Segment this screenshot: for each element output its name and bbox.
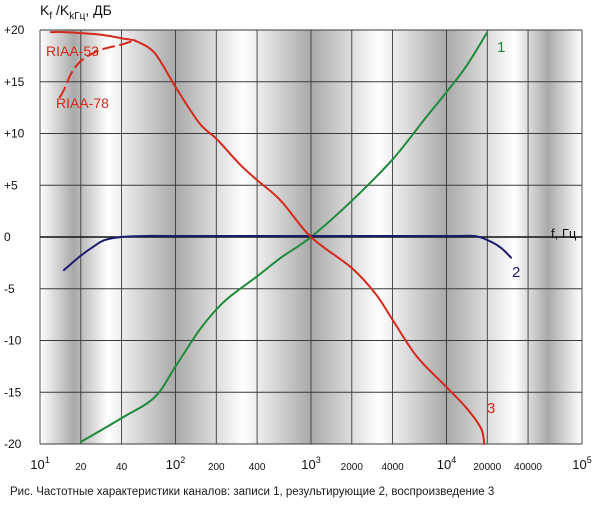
- x-tick-label: 20000: [473, 462, 501, 473]
- x-tick-label: 105: [572, 455, 591, 472]
- x-tick-label: 400: [249, 462, 266, 473]
- x-tick-labels: 101 20 40 102 200 400 103 2000 4000 104 20000 40000…: [30, 455, 591, 473]
- series-line-riaa-78: [58, 39, 136, 99]
- y-tick-label: 0: [4, 230, 11, 244]
- y-tick-label: -5: [4, 282, 15, 296]
- y-tick-label: -15: [4, 385, 22, 399]
- data-series: [49, 31, 513, 445]
- y-tick-label: +20: [4, 23, 25, 37]
- curve-label-riaa-53: RIAA-53: [46, 43, 99, 59]
- y-axis-title: Kf /KkГц, ДБ: [40, 2, 112, 22]
- axis-titles: Kf /KkГц, ДБ f, Гц: [40, 2, 577, 241]
- x-tick-label: 4000: [381, 462, 404, 473]
- x-axis-title: f, Гц: [551, 226, 577, 241]
- curve-label-1: 1: [497, 39, 505, 56]
- x-tick-label: 104: [437, 455, 456, 472]
- y-tick-label: +10: [4, 127, 25, 141]
- series-line-2: [62, 234, 513, 272]
- curve-labels: 1 2 3 RIAA-53 RIAA-78: [46, 39, 520, 417]
- series-line-1: [79, 31, 489, 443]
- x-tick-label: 2000: [341, 462, 364, 473]
- x-tick-label: 20: [75, 462, 87, 473]
- y-tick-label: +15: [4, 75, 25, 89]
- figure-caption: Рис. Частотные характеристики каналов: з…: [10, 486, 495, 498]
- series-line-3: [133, 39, 486, 445]
- y-tick-label: +5: [4, 178, 18, 192]
- y-tick-labels: +20 +15 +10 +5 0 -5 -10 -15 -20: [4, 23, 25, 451]
- y-tick-label: -20: [4, 437, 22, 451]
- x-tick-label: 40000: [514, 462, 542, 473]
- y-tick-label: -10: [4, 334, 22, 348]
- curve-label-2: 2: [512, 264, 520, 281]
- curve-label-riaa-78: RIAA-78: [56, 95, 109, 111]
- x-tick-label: 40: [116, 462, 128, 473]
- series-line-riaa-53: [49, 31, 136, 42]
- x-tick-label: 101: [30, 455, 49, 472]
- x-tick-label: 103: [301, 455, 320, 472]
- curve-label-3: 3: [487, 400, 495, 417]
- x-tick-label: 102: [166, 455, 185, 472]
- x-tick-label: 200: [208, 462, 225, 473]
